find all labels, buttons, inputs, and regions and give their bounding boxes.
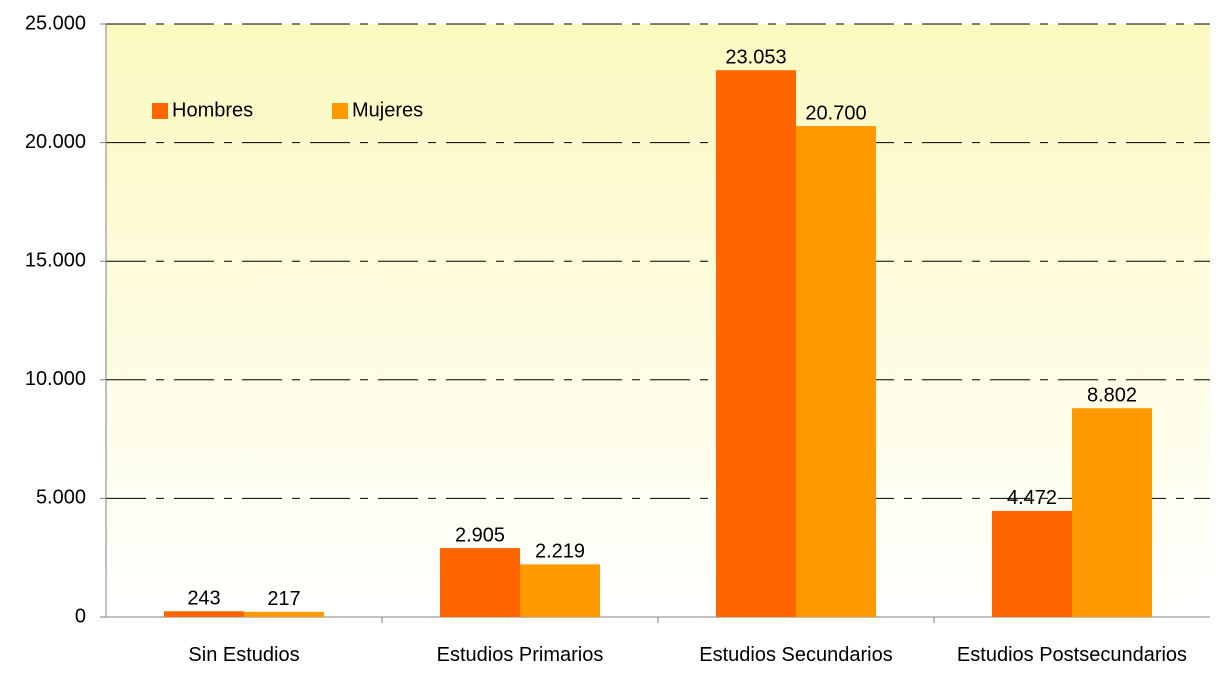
data-label: 243 [187,588,220,610]
y-tick-label: 20.000 [25,131,86,153]
y-tick-label: 0 [75,605,86,627]
bar [1072,408,1152,617]
x-tick-label: Estudios Secundarios [699,644,893,666]
data-label: 23.053 [725,46,786,68]
y-tick-label: 25.000 [25,12,86,34]
data-label: 8.802 [1087,384,1137,406]
legend-swatch [332,103,348,119]
y-tick-label: 15.000 [25,249,86,271]
legend-label: Mujeres [352,99,423,121]
y-tick-label: 10.000 [25,368,86,390]
data-label: 217 [267,588,300,610]
bar [520,564,600,617]
bar [716,70,796,617]
bar [796,125,876,617]
data-label: 2.905 [455,524,505,546]
bar [440,548,520,617]
bar [164,611,244,617]
x-tick-label: Sin Estudios [188,644,300,666]
legend-swatch [152,103,168,119]
bar [992,510,1072,617]
y-tick-label: 5.000 [36,487,86,509]
x-tick-label: Estudios Primarios [436,644,604,666]
data-label: 4.472 [1007,487,1057,509]
data-label: 2.219 [535,541,585,563]
legend-label: Hombres [172,99,253,121]
data-label: 20.700 [805,102,866,124]
x-tick-label: Estudios Postsecundarios [956,644,1188,666]
bar [244,611,324,617]
